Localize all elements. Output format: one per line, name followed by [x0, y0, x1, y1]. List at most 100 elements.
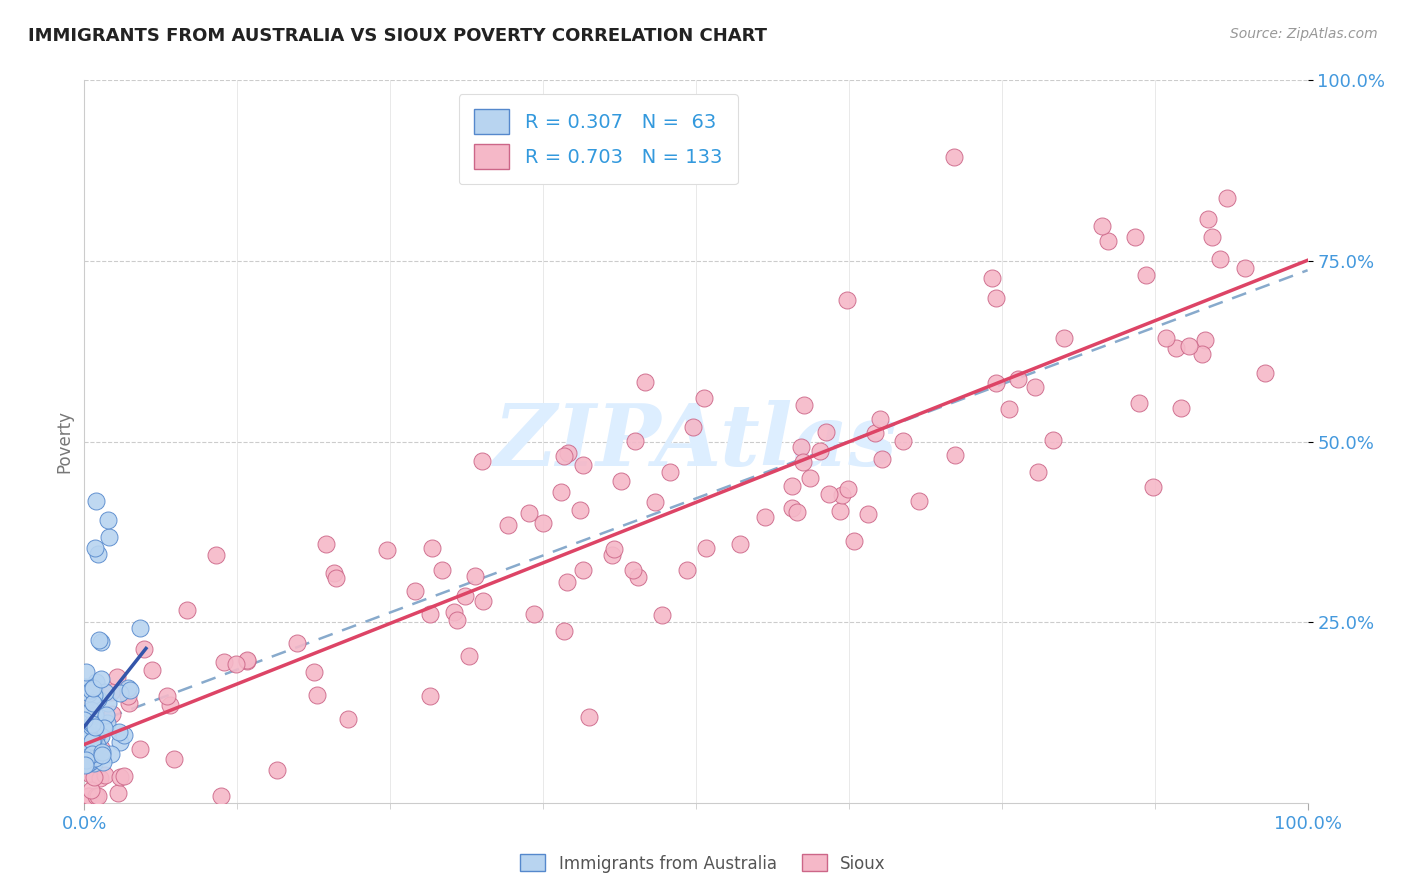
Point	[75, 753, 97, 767]
Point	[76, 756, 98, 771]
Point	[77, 753, 100, 767]
Point	[90, 747, 112, 762]
Point	[176, 603, 198, 617]
Point	[82, 681, 104, 696]
Point	[73, 734, 96, 748]
Point	[80, 683, 103, 698]
Point	[97, 696, 120, 710]
Point	[76, 737, 98, 751]
Point	[84, 720, 107, 734]
Point	[118, 683, 141, 698]
Point	[792, 455, 814, 469]
Point	[84, 675, 107, 690]
Point	[82, 749, 104, 764]
Point	[837, 482, 859, 496]
Point	[943, 150, 966, 164]
Point	[132, 641, 155, 656]
Point	[337, 712, 360, 726]
Point	[141, 663, 163, 677]
Point	[1197, 211, 1219, 226]
Point	[870, 452, 893, 467]
Point	[1097, 234, 1119, 248]
Point	[842, 534, 865, 549]
Point	[984, 376, 1007, 391]
Point	[420, 541, 443, 556]
Point	[1164, 341, 1187, 355]
Point	[835, 293, 858, 308]
Point	[693, 392, 716, 406]
Point	[100, 747, 122, 761]
Point	[1091, 219, 1114, 233]
Point	[82, 746, 104, 760]
Point	[682, 420, 704, 434]
Point	[100, 685, 122, 699]
Point	[75, 665, 97, 679]
Point	[464, 569, 486, 583]
Point	[553, 449, 575, 463]
Point	[77, 686, 100, 700]
Point	[75, 743, 97, 757]
Point	[553, 624, 575, 639]
Point	[471, 454, 494, 468]
Point	[1142, 480, 1164, 494]
Point	[80, 703, 103, 717]
Point	[84, 541, 107, 556]
Y-axis label: Poverty: Poverty	[55, 410, 73, 473]
Point	[610, 475, 633, 489]
Text: ZIPAtlas: ZIPAtlas	[494, 400, 898, 483]
Point	[89, 771, 111, 785]
Point	[285, 636, 308, 650]
Point	[163, 752, 186, 766]
Point	[83, 771, 105, 785]
Point	[90, 634, 112, 648]
Legend: Immigrants from Australia, Sioux: Immigrants from Australia, Sioux	[513, 847, 893, 880]
Point	[307, 688, 329, 702]
Point	[815, 425, 838, 440]
Point	[375, 543, 398, 558]
Point	[86, 738, 108, 752]
Point	[108, 686, 131, 700]
Point	[96, 513, 118, 527]
Point	[603, 542, 626, 557]
Point	[90, 672, 112, 686]
Point	[302, 665, 325, 679]
Point	[523, 607, 546, 621]
Point	[831, 488, 853, 502]
Point	[1154, 331, 1177, 345]
Point	[129, 621, 152, 635]
Point	[550, 485, 572, 500]
Point	[93, 722, 115, 736]
Point	[101, 707, 124, 722]
Point	[87, 548, 110, 562]
Point	[675, 564, 697, 578]
Point	[214, 655, 236, 669]
Point	[578, 710, 600, 724]
Point	[572, 564, 595, 578]
Point	[1123, 230, 1146, 244]
Point	[1135, 268, 1157, 283]
Point	[1128, 395, 1150, 409]
Point	[91, 745, 114, 759]
Point	[117, 690, 139, 704]
Point	[432, 563, 454, 577]
Point	[75, 758, 97, 772]
Point	[159, 698, 181, 713]
Point	[118, 696, 141, 710]
Point	[108, 734, 131, 748]
Point	[997, 401, 1019, 416]
Point	[1178, 339, 1201, 353]
Point	[82, 717, 104, 731]
Point	[602, 548, 624, 562]
Point	[419, 607, 441, 621]
Point	[94, 708, 117, 723]
Point	[75, 753, 97, 767]
Point	[117, 681, 139, 695]
Point	[89, 633, 111, 648]
Point	[76, 789, 98, 803]
Point	[73, 713, 96, 727]
Point	[105, 670, 128, 684]
Point	[557, 574, 579, 589]
Point	[869, 412, 891, 426]
Point	[531, 516, 554, 530]
Point	[627, 570, 650, 584]
